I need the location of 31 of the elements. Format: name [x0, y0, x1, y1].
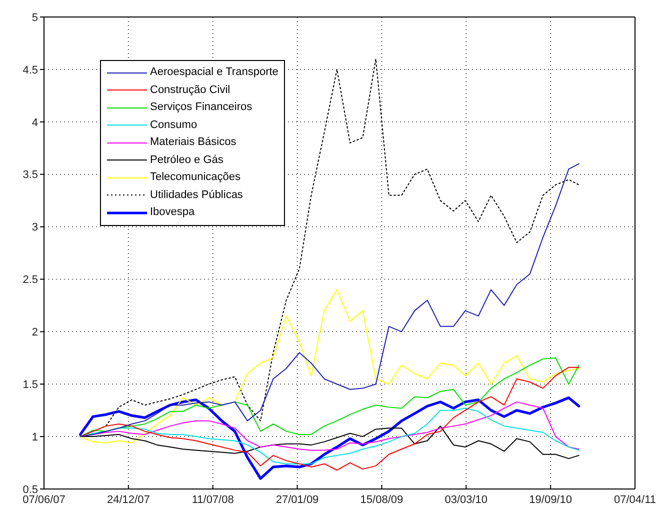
y-tick-label: 3 — [32, 222, 38, 234]
legend-label: Ibovespa — [150, 205, 195, 220]
y-tick-label: 1 — [32, 431, 38, 444]
legend-label: Materiais Básicos — [150, 135, 236, 150]
legend-label: Telecomunicações — [150, 170, 240, 185]
line-series — [80, 163, 580, 438]
y-tick-label: 4 — [32, 116, 38, 129]
x-tick-label: 11/07/08 — [192, 494, 234, 506]
y-tick-label: 5 — [32, 12, 38, 24]
legend-label: Utilidades Públicas — [150, 188, 243, 202]
x-tick-label: 24/12/07 — [107, 494, 150, 506]
x-tick-label: 19/09/10 — [529, 494, 572, 506]
y-tick-label: 3.5 — [22, 169, 38, 182]
x-tick-label: 27/01/09 — [276, 494, 319, 506]
legend-label: Consumo — [150, 118, 198, 132]
legend-label: Aeroespacial e Transporte — [150, 65, 278, 80]
line-series — [80, 366, 580, 471]
x-tick-label: 03/03/10 — [444, 494, 488, 506]
y-tick-label: 2.5 — [22, 274, 38, 286]
y-tick-label: 2 — [32, 326, 38, 339]
x-tick-label: 07/04/11 — [614, 494, 656, 506]
legend-label: Petróleo e Gás — [150, 152, 224, 168]
y-tick-label: 1.5 — [22, 379, 38, 392]
y-tick-label: 0.5 — [22, 484, 38, 496]
legend-label: Serviços Financeiros — [150, 100, 252, 115]
line-series — [80, 289, 580, 444]
x-tick-label: 07/06/07 — [22, 494, 66, 506]
legend-label: Construção Civil — [150, 82, 230, 98]
line-series — [79, 396, 580, 480]
y-tick-label: 4.5 — [22, 64, 38, 76]
x-tick-label: 15/08/09 — [360, 494, 404, 506]
